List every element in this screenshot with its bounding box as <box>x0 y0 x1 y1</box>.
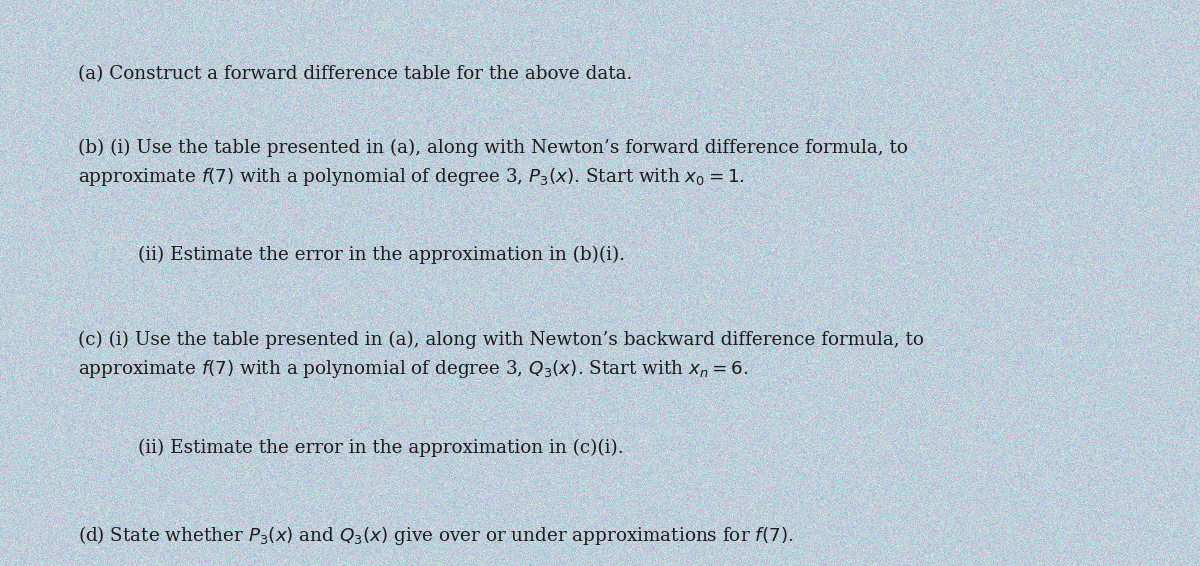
Text: (a) Construct a forward difference table for the above data.: (a) Construct a forward difference table… <box>78 65 632 83</box>
Text: (c) (i) Use the table presented in (a), along with Newton’s backward difference : (c) (i) Use the table presented in (a), … <box>78 331 924 380</box>
Text: (b) (i) Use the table presented in (a), along with Newton’s forward difference f: (b) (i) Use the table presented in (a), … <box>78 139 908 188</box>
Text: (ii) Estimate the error in the approximation in (b)(i).: (ii) Estimate the error in the approxima… <box>138 246 625 264</box>
Text: (d) State whether $P_3(x)$ and $Q_3(x)$ give over or under approximations for $f: (d) State whether $P_3(x)$ and $Q_3(x)$ … <box>78 524 793 547</box>
Text: (ii) Estimate the error in the approximation in (c)(i).: (ii) Estimate the error in the approxima… <box>138 439 624 457</box>
